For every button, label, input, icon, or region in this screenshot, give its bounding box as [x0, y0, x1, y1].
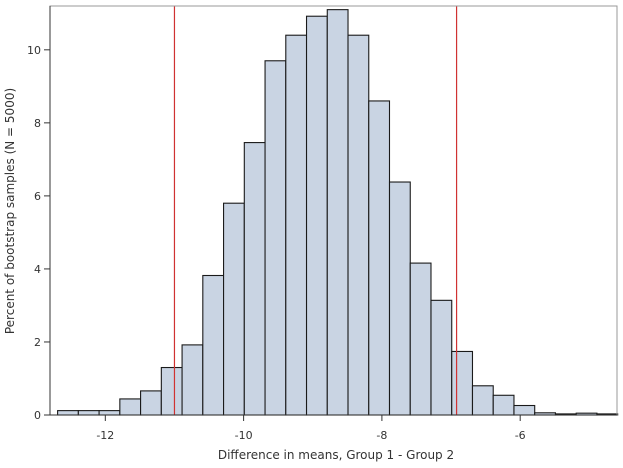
y-tick-label: 0	[34, 409, 41, 422]
y-tick-label: 2	[34, 336, 41, 349]
y-tick-label: 6	[34, 190, 41, 203]
histogram-bar	[305, 15, 328, 416]
y-axis-label: Percent of bootstrap samples (N = 5000)	[3, 88, 17, 334]
histogram-bar	[368, 100, 391, 416]
histogram-bar	[98, 410, 121, 416]
histogram-bar	[140, 390, 162, 416]
histogram-bar	[451, 350, 474, 416]
histogram-bar	[243, 142, 266, 416]
x-tick-label: -12	[96, 429, 114, 442]
histogram-bar	[492, 394, 515, 416]
x-tick-label: -8	[376, 429, 387, 442]
histogram-bar	[181, 344, 204, 416]
histogram-bar	[264, 60, 287, 416]
histogram-bar	[57, 410, 79, 416]
histogram-bar	[409, 262, 432, 416]
y-tick-label: 4	[34, 263, 41, 276]
histogram-bar	[388, 181, 411, 416]
x-axis-label: Difference in means, Group 1 - Group 2	[218, 448, 454, 462]
y-tick-label: 8	[34, 117, 41, 130]
histogram-bar	[285, 34, 308, 416]
histogram-bar	[326, 9, 349, 416]
y-axis: 0 2 4 6 8 10	[27, 6, 51, 422]
x-tick-label: -10	[235, 429, 253, 442]
histogram-bar	[160, 366, 183, 416]
histogram-bar	[430, 299, 453, 416]
y-tick-label: 10	[27, 44, 41, 57]
histogram-bar	[119, 398, 142, 416]
histogram-bar	[347, 34, 370, 416]
histogram-bar	[223, 202, 245, 416]
x-tick-label: -6	[515, 429, 526, 442]
histogram-bar	[77, 410, 100, 416]
x-axis: -12 -10 -8 -6	[50, 414, 617, 442]
reference-lines-layer	[173, 6, 458, 415]
histogram-bar	[471, 385, 494, 416]
bars-layer	[57, 9, 619, 416]
histogram-bar	[202, 274, 225, 416]
histogram-bar	[513, 404, 536, 416]
